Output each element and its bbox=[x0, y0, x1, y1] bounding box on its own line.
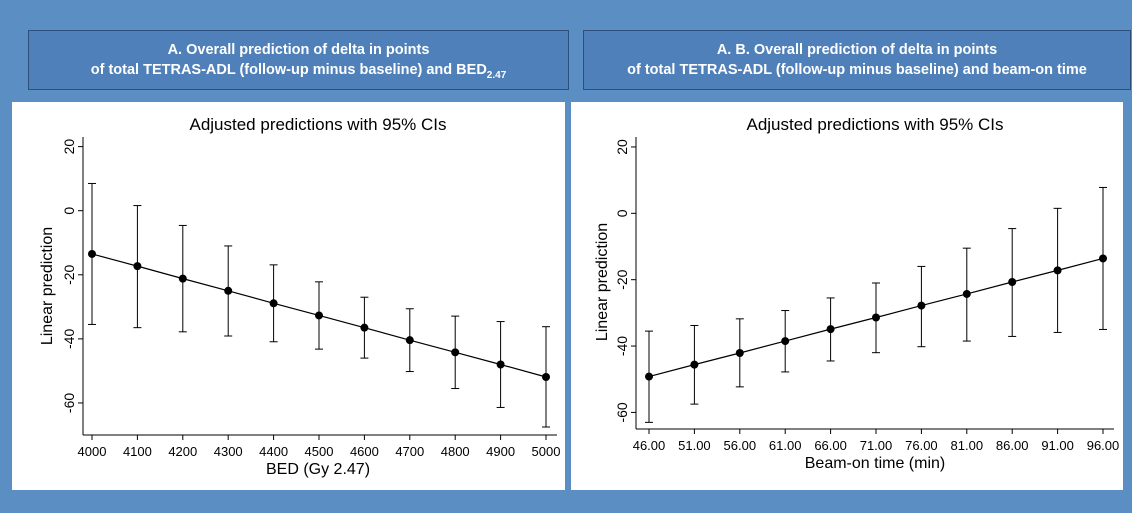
data-point bbox=[917, 301, 926, 310]
x-tick-label: 56.00 bbox=[724, 438, 757, 453]
y-axis-label: Linear prediction bbox=[594, 223, 611, 341]
data-point bbox=[781, 337, 790, 346]
data-point bbox=[451, 348, 460, 357]
y-tick-label: -60 bbox=[614, 402, 630, 422]
data-point bbox=[496, 360, 505, 369]
x-axis-label: BED (Gy 2.47) bbox=[266, 461, 370, 478]
data-point bbox=[1008, 278, 1017, 287]
x-tick-label: 5000 bbox=[532, 444, 561, 459]
data-point bbox=[405, 336, 414, 345]
panel-a-header-subscript: 2.47 bbox=[486, 69, 507, 81]
y-tick-label: -20 bbox=[61, 264, 77, 284]
panel-a-header-line2: of total TETRAS-ADL (follow-up minus bas… bbox=[29, 60, 568, 86]
y-tick-label: -20 bbox=[614, 269, 630, 289]
x-tick-label: 4400 bbox=[259, 444, 288, 459]
x-tick-label: 4900 bbox=[486, 444, 515, 459]
chart-panel-b: Adjusted predictions with 95% CIs 20 0 -20 -… bbox=[571, 102, 1123, 490]
chart-panel-a: Adjusted predictions with 95% CIs 20 0 -20 -… bbox=[12, 102, 565, 490]
data-point bbox=[542, 373, 550, 382]
panel-a-header: A. Overall prediction of delta in points… bbox=[28, 30, 569, 90]
x-tick-label: 71.00 bbox=[860, 438, 893, 453]
panel-b-header: A. B. Overall prediction of delta in poi… bbox=[583, 30, 1131, 90]
x-tick-label: 81.00 bbox=[951, 438, 984, 453]
data-point bbox=[269, 299, 278, 308]
data-point bbox=[826, 325, 835, 334]
data-point bbox=[1099, 254, 1107, 263]
data-point bbox=[315, 311, 323, 320]
data-point bbox=[178, 274, 187, 283]
data-point bbox=[872, 313, 880, 322]
data-point bbox=[690, 360, 699, 369]
data-point bbox=[962, 289, 971, 298]
panel-a-header-line2-main: of total TETRAS-ADL (follow-up minus bas… bbox=[90, 62, 487, 78]
y-tick-label: 20 bbox=[614, 139, 630, 155]
x-tick-label: 61.00 bbox=[769, 438, 802, 453]
panel-b-header-line2: of total TETRAS-ADL (follow-up minus bas… bbox=[627, 62, 1087, 78]
x-tick-label: 4500 bbox=[305, 444, 334, 459]
panel-b-header-line1: A. B. Overall prediction of delta in poi… bbox=[716, 42, 998, 58]
x-tick-label: 91.00 bbox=[1041, 438, 1074, 453]
x-tick-label: 4100 bbox=[123, 444, 152, 459]
data-point bbox=[1053, 266, 1062, 275]
x-tick-label: 4200 bbox=[168, 444, 197, 459]
data-point bbox=[224, 286, 233, 295]
x-axis-label: Beam-on time (min) bbox=[805, 455, 945, 472]
panel-a-header-line1: A. Overall prediction of delta in points bbox=[167, 42, 430, 58]
y-tick-label: 0 bbox=[614, 209, 630, 217]
x-tick-label: 76.00 bbox=[905, 438, 938, 453]
chart-title: Adjusted predictions with 95% CIs bbox=[746, 115, 1003, 134]
data-point bbox=[735, 349, 744, 358]
y-tick-label: -60 bbox=[61, 393, 77, 413]
x-tick-label: 66.00 bbox=[814, 438, 847, 453]
data-point bbox=[133, 262, 142, 271]
chart-b-svg: Adjusted predictions with 95% CIs 20 0 -20 -… bbox=[594, 115, 1120, 472]
y-tick-label: -40 bbox=[61, 329, 77, 349]
chart-a-svg: Adjusted predictions with 95% CIs 20 0 -20 -… bbox=[39, 115, 561, 478]
y-tick-label: 0 bbox=[61, 207, 77, 215]
x-tick-label: 51.00 bbox=[678, 438, 711, 453]
x-tick-label: 4300 bbox=[214, 444, 243, 459]
data-point bbox=[645, 372, 653, 381]
x-tick-label: 96.00 bbox=[1087, 438, 1120, 453]
x-tick-label: 86.00 bbox=[996, 438, 1029, 453]
x-tick-label: 4000 bbox=[78, 444, 107, 459]
y-tick-label: -40 bbox=[614, 336, 630, 356]
data-point bbox=[88, 249, 96, 258]
y-tick-label: 20 bbox=[61, 139, 77, 155]
data-point bbox=[360, 323, 369, 332]
chart-title: Adjusted predictions with 95% CIs bbox=[189, 115, 446, 134]
x-tick-label: 4700 bbox=[395, 444, 424, 459]
x-tick-label: 46.00 bbox=[633, 438, 666, 453]
x-tick-label: 4600 bbox=[350, 444, 379, 459]
y-axis-label: Linear prediction bbox=[39, 227, 56, 345]
x-tick-label: 4800 bbox=[441, 444, 470, 459]
